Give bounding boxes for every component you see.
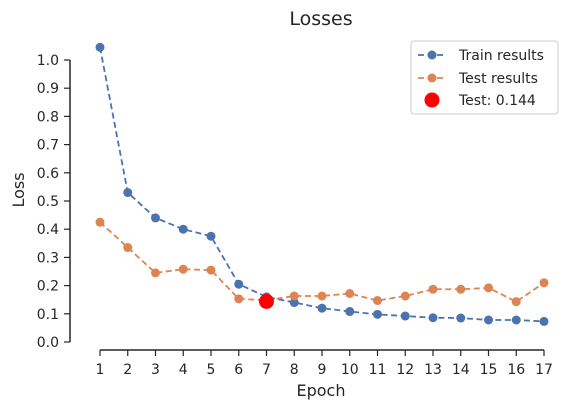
test-results-point xyxy=(345,288,355,298)
x-tick-label: 8 xyxy=(290,362,299,378)
train-results-point xyxy=(484,315,493,325)
legend-test-results-label: Test results xyxy=(458,71,538,87)
train-results-line xyxy=(99,47,545,323)
y-tick-label: 0.7 xyxy=(37,138,59,154)
legend-test-results-marker xyxy=(427,73,437,83)
train-results-point xyxy=(345,307,355,317)
train-results-point xyxy=(317,303,327,313)
x-tick-label: 13 xyxy=(424,362,442,378)
x-tick-label: 5 xyxy=(207,362,216,378)
test-results-point xyxy=(400,291,410,301)
train-results-point xyxy=(206,231,216,241)
x-tick-label: 7 xyxy=(262,362,271,378)
test-results-point xyxy=(484,283,493,293)
legend-frame xyxy=(410,40,559,115)
test-results-line xyxy=(99,221,545,303)
train-results-point xyxy=(95,42,105,52)
x-tick-label: 9 xyxy=(318,362,327,378)
train-results-point xyxy=(539,316,549,326)
series-layer xyxy=(95,42,549,326)
test-results-point xyxy=(206,265,216,275)
chart-title: Losses xyxy=(289,8,352,30)
legend-test-0-144-marker xyxy=(424,92,440,108)
legend: Train results Test results Test: 0.144 xyxy=(410,40,559,115)
test-results-point xyxy=(123,243,133,253)
y-tick-label: 0.9 xyxy=(37,81,59,97)
legend-test-0-144-label: Test: 0.144 xyxy=(458,93,536,109)
train-results-point xyxy=(178,224,188,234)
x-tick-label: 12 xyxy=(396,362,414,378)
test-results-point xyxy=(95,217,105,227)
y-tick-label: 1.0 xyxy=(37,53,59,69)
test-results-point xyxy=(289,291,299,301)
y-tick-label: 0.2 xyxy=(37,279,59,295)
test-results-point xyxy=(428,284,438,294)
x-tick-label: 14 xyxy=(452,362,470,378)
test-results-point xyxy=(317,291,327,301)
y-tick-label: 0.6 xyxy=(37,166,59,182)
x-tick-label: 3 xyxy=(151,362,160,378)
x-tick-label: 15 xyxy=(480,362,498,378)
x-tick-label: 17 xyxy=(535,362,553,378)
y-tick-label: 0.5 xyxy=(37,194,59,210)
test-highlight-point xyxy=(259,293,274,309)
x-axis-label: Epoch xyxy=(297,381,346,400)
test-results-point xyxy=(511,297,521,307)
train-results-point xyxy=(123,188,133,198)
test-results-point xyxy=(234,294,244,304)
test-results-point xyxy=(178,264,188,274)
x-tick-label: 6 xyxy=(234,362,243,378)
train-results-point xyxy=(456,313,466,323)
train-results-point xyxy=(373,309,382,319)
y-tick-label: 0.3 xyxy=(37,250,59,266)
train-results-point xyxy=(400,311,410,321)
x-tick-label: 16 xyxy=(507,362,525,378)
train-results-point xyxy=(428,313,438,323)
train-results-point xyxy=(289,298,299,308)
y-tick-label: 0.4 xyxy=(37,222,59,238)
test-results-point xyxy=(373,296,382,306)
y-tick-label: 0.0 xyxy=(37,335,59,351)
train-results-point xyxy=(234,279,244,289)
x-tick-label: 1 xyxy=(96,362,105,378)
y-axis-label: Loss xyxy=(9,172,28,207)
test-results-point xyxy=(151,268,160,278)
y-tick-label: 0.1 xyxy=(37,307,59,323)
axes: 0.00.10.20.30.40.50.60.70.80.91.01 2 3 4 5 6 7… xyxy=(37,53,553,378)
x-tick-label: 2 xyxy=(123,362,132,378)
legend-train-results-label: Train results xyxy=(458,48,544,64)
x-tick-label: 11 xyxy=(369,362,387,378)
test-results-point xyxy=(539,278,549,288)
x-tick-label: 10 xyxy=(341,362,359,378)
legend-train-results-marker xyxy=(427,50,437,60)
train-results-point xyxy=(511,315,521,325)
x-tick-label: 4 xyxy=(179,362,188,378)
train-results-point xyxy=(151,213,160,223)
test-results-point xyxy=(456,284,466,294)
y-tick-label: 0.8 xyxy=(37,109,59,125)
